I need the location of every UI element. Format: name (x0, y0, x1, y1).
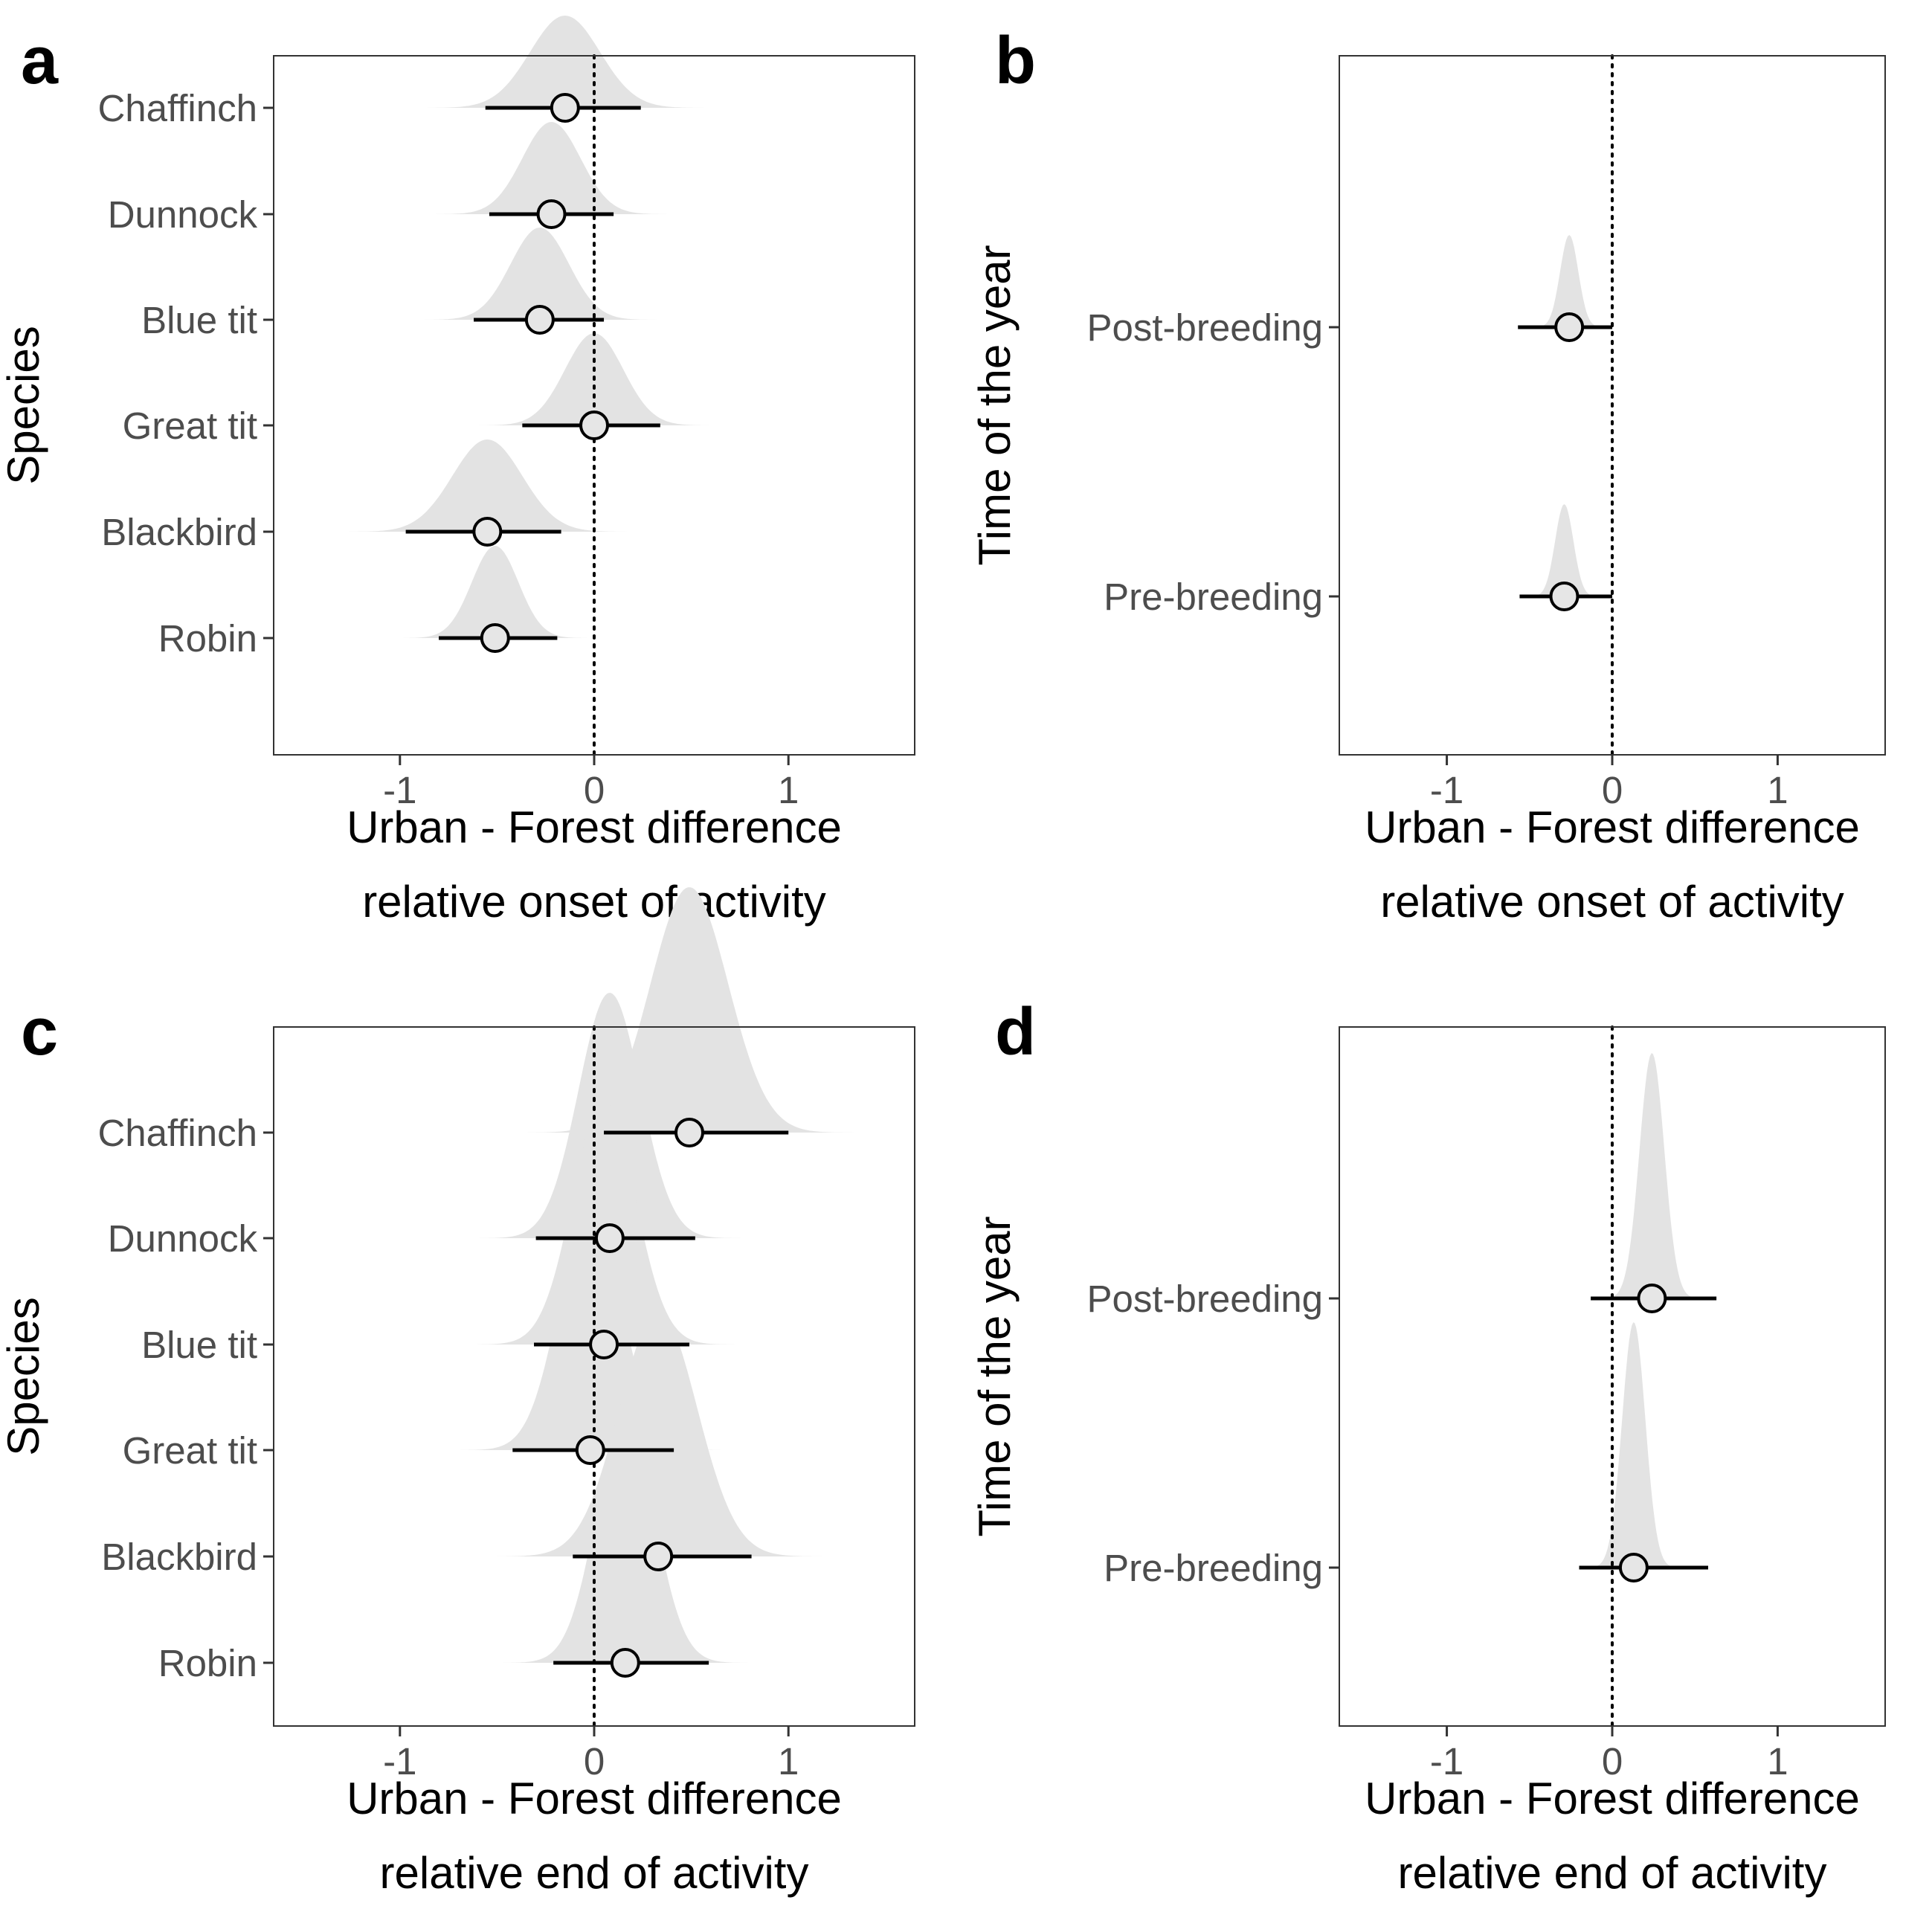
y-tick-label: Dunnock (108, 1217, 258, 1260)
estimate-point-blue-tit (524, 305, 555, 335)
x-axis-title-line-1: Urban - Forest difference (1365, 802, 1860, 852)
estimate-point-pre-breeding (1549, 582, 1580, 611)
x-axis-title-line-2: relative onset of activity (1380, 877, 1844, 927)
estimate-point-great-tit (575, 1435, 605, 1465)
y-tick-label: Chaffinch (97, 1112, 257, 1154)
y-tick-label: Blue tit (141, 299, 257, 341)
estimate-point-blackbird (643, 1542, 674, 1571)
x-tick-label: -1 (1430, 769, 1464, 811)
density-post-breeding (1542, 1053, 1778, 1298)
density-blackbird (332, 439, 701, 532)
y-tick-label: Chaffinch (97, 87, 257, 129)
density-chaffinch (526, 887, 886, 1133)
estimate-point-post-breeding (1554, 312, 1585, 342)
x-tick-label: 1 (778, 1740, 799, 1783)
estimate-point-post-breeding (1637, 1284, 1667, 1313)
estimate-point-blackbird (472, 517, 503, 547)
estimate-point-dunnock (594, 1223, 625, 1253)
y-tick-label: Dunnock (108, 193, 258, 236)
density-blue-tit (399, 228, 692, 320)
density-pre-breeding (1446, 504, 1670, 596)
x-axis-title-line-1: Urban - Forest difference (347, 1774, 842, 1823)
panel-letter: c (21, 995, 58, 1069)
density-post-breeding (1422, 235, 1670, 327)
x-tick-label: 1 (1767, 1740, 1788, 1783)
estimate-point-robin (610, 1648, 640, 1678)
density-blackbird (497, 1311, 847, 1556)
panel-letter: b (995, 24, 1036, 98)
y-tick-label: Pre-breeding (1104, 1547, 1323, 1589)
density-layer (1529, 1053, 1778, 1568)
x-tick-label: 1 (1767, 769, 1788, 811)
x-tick-label: 1 (778, 769, 799, 811)
y-tick-label: Blackbird (101, 511, 257, 553)
estimate-point-chaffinch (550, 93, 580, 123)
density-robin (497, 1417, 770, 1663)
y-tick-label: Blue tit (141, 1324, 257, 1366)
density-robin (370, 546, 614, 638)
estimate-point-chaffinch (674, 1118, 704, 1147)
estimate-point-dunnock (536, 199, 567, 229)
panel-letter: d (995, 995, 1036, 1069)
y-tick-label: Pre-breeding (1104, 576, 1323, 618)
estimate-point-blue-tit (589, 1330, 619, 1359)
y-tick-label: Post-breeding (1086, 1278, 1323, 1320)
x-axis-title-line-1: Urban - Forest difference (347, 802, 842, 852)
y-tick-label: Great tit (123, 1429, 257, 1472)
panel-a: a Chaffinch Dunnock Blue tit Great tit Blackb… (0, 16, 915, 927)
y-axis-title: Time of the year (970, 245, 1020, 565)
x-tick-label: 0 (1602, 1740, 1623, 1783)
x-tick-label: -1 (1430, 1740, 1464, 1783)
estimate-point-great-tit (579, 410, 609, 440)
panel-c: c Chaffinch Dunnock Blue tit Great tit Blackb… (0, 887, 915, 1898)
estimate-point-robin (480, 623, 510, 653)
density-layer (1422, 235, 1670, 596)
x-tick-label: 0 (1602, 769, 1623, 811)
y-axis-title: Species (0, 1297, 48, 1455)
density-blue-tit (477, 1099, 740, 1345)
x-axis-title-line-2: relative end of activity (380, 1848, 809, 1898)
y-tick-label: Robin (158, 617, 257, 660)
y-tick-label: Blackbird (101, 1536, 257, 1578)
x-tick-label: -1 (383, 769, 416, 811)
x-tick-label: -1 (383, 1740, 416, 1783)
x-axis-title-line-2: relative end of activity (1398, 1848, 1827, 1898)
y-axis-title: Time of the year (970, 1216, 1020, 1536)
density-layer (439, 887, 886, 1663)
density-great-tit (439, 1205, 770, 1450)
estimate-point-pre-breeding (1618, 1553, 1649, 1582)
density-dunnock (429, 122, 682, 214)
x-tick-label: 0 (584, 769, 605, 811)
x-axis-title-line-2: relative onset of activity (362, 877, 826, 927)
density-pre-breeding (1529, 1322, 1748, 1568)
y-tick-label: Robin (158, 1642, 257, 1684)
panel-letter: a (21, 24, 59, 98)
y-axis-title: Species (0, 326, 48, 484)
x-axis-title-line-1: Urban - Forest difference (1365, 1774, 1860, 1823)
x-tick-label: 0 (584, 1740, 605, 1783)
density-chaffinch (361, 16, 721, 108)
y-tick-label: Post-breeding (1086, 306, 1323, 349)
y-tick-label: Great tit (123, 405, 257, 447)
